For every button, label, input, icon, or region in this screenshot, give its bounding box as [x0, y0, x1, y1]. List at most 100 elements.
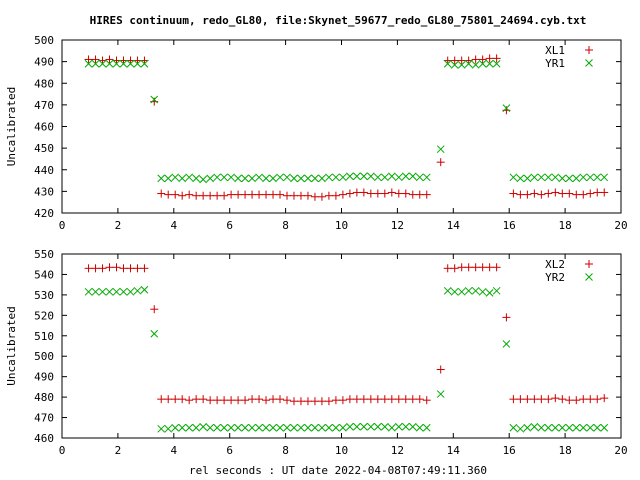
data-point-xl2: [436, 365, 445, 374]
x-tick-label: 16: [503, 444, 516, 457]
x-tick-label: 2: [115, 219, 122, 232]
data-point-yr1: [572, 174, 581, 183]
data-point-xl2: [485, 263, 494, 272]
x-tick-label: 20: [614, 444, 627, 457]
data-point-yr2: [422, 423, 431, 432]
data-point-xl2: [471, 263, 480, 272]
data-point-xl1: [579, 190, 588, 199]
data-point-yr2: [297, 423, 305, 432]
data-point-yr2: [471, 286, 480, 295]
y-tick-label: 470: [34, 412, 54, 425]
y-tick-label: 480: [34, 391, 54, 404]
data-point-xl1: [492, 54, 501, 63]
data-point-xl2: [213, 396, 222, 405]
y-tick-label: 440: [34, 164, 54, 177]
data-point-yr1: [537, 173, 546, 182]
x-tick-label: 12: [391, 444, 404, 457]
data-point-xl1: [213, 191, 222, 200]
data-point-yr1: [112, 59, 121, 68]
data-point-yr1: [401, 172, 410, 181]
data-point-yr2: [360, 422, 368, 431]
data-point-xl2: [282, 396, 291, 405]
data-point-xl2: [303, 397, 312, 406]
data-point-xl2: [600, 394, 609, 403]
data-point-xl2: [443, 264, 452, 273]
x-tick-label: 8: [282, 219, 289, 232]
data-point-xl2: [206, 396, 215, 405]
y-tick-label: 420: [34, 207, 54, 220]
data-point-yr1: [199, 175, 208, 184]
data-point-xl1: [401, 189, 410, 198]
x-tick-label: 14: [447, 444, 461, 457]
data-point-xl2: [366, 395, 375, 404]
data-point-yr1: [380, 173, 389, 182]
data-point-xl2: [324, 397, 333, 406]
data-point-yr1: [502, 104, 511, 112]
data-point-xl1: [471, 55, 480, 64]
data-point-xl2: [317, 397, 326, 406]
data-point-xl2: [579, 395, 588, 404]
data-point-yr1: [311, 174, 319, 183]
data-point-xl2: [199, 395, 208, 404]
data-point-xl2: [126, 264, 135, 273]
data-point-yr1: [241, 174, 249, 183]
data-point-xl1: [373, 189, 382, 198]
data-point-yr2: [178, 423, 187, 432]
data-point-yr1: [485, 59, 494, 68]
data-point-yr2: [523, 423, 532, 432]
data-point-yr1: [304, 174, 312, 183]
x-tick-label: 10: [335, 444, 348, 457]
data-point-xl2: [157, 395, 166, 404]
legend-marker-yr2: [585, 273, 593, 281]
bottom-panel: 0 2 4 6 8 10 12 14 16 18 20 460 470 480 490 500 510 520 53…: [5, 248, 628, 457]
data-point-xl1: [262, 190, 271, 199]
data-point-yr2: [353, 422, 361, 431]
data-point-yr2: [502, 340, 511, 348]
data-point-xl1: [345, 189, 354, 198]
data-point-xl1: [457, 56, 466, 65]
data-point-xl1: [600, 188, 609, 197]
data-point-yr1: [600, 173, 609, 182]
data-point-xl2: [310, 397, 319, 406]
data-point-xl2: [516, 395, 525, 404]
data-point-xl2: [255, 395, 264, 404]
data-point-xl1: [296, 191, 305, 200]
x-tick-label: 18: [558, 219, 571, 232]
data-point-xl1: [241, 190, 250, 199]
data-point-xl2: [227, 396, 236, 405]
data-point-xl2: [331, 396, 340, 405]
data-point-yr2: [401, 422, 410, 431]
data-point-yr1: [471, 61, 480, 69]
data-point-yr1: [91, 59, 100, 68]
data-point-xl2: [415, 395, 424, 404]
data-point-yr1: [551, 173, 560, 182]
data-point-yr1: [133, 59, 142, 68]
data-point-xl2: [544, 395, 553, 404]
data-point-yr1: [126, 59, 135, 68]
data-point-xl2: [558, 395, 567, 404]
data-point-yr2: [269, 423, 277, 432]
data-point-xl1: [436, 158, 445, 167]
data-point-yr2: [579, 423, 588, 432]
data-point-yr2: [339, 423, 347, 432]
data-point-xl2: [150, 305, 159, 314]
data-point-yr2: [290, 423, 298, 432]
data-point-yr2: [509, 423, 518, 432]
data-point-xl2: [565, 396, 574, 405]
data-point-yr2: [119, 287, 128, 296]
legend-marker-xl1: [585, 46, 593, 54]
data-point-xl1: [558, 189, 567, 198]
data-point-xl1: [331, 191, 340, 200]
data-point-xl1: [171, 190, 180, 199]
data-point-xl2: [359, 395, 368, 404]
data-point-yr2: [443, 286, 452, 295]
data-point-yr1: [443, 59, 452, 68]
data-point-yr2: [140, 285, 149, 294]
x-tick-label: 0: [59, 444, 66, 457]
data-point-xl1: [227, 190, 236, 199]
data-point-yr2: [105, 287, 114, 296]
data-point-xl2: [523, 395, 532, 404]
x-tick-label: 2: [115, 444, 122, 457]
y-tick-label: 510: [34, 330, 54, 343]
data-point-yr1: [394, 173, 403, 182]
